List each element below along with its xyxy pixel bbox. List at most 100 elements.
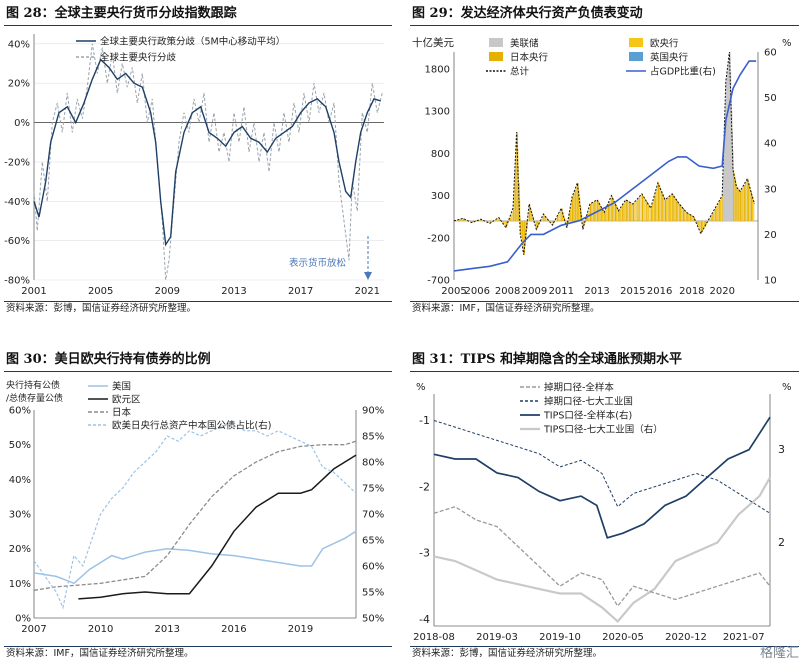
bar <box>713 210 716 221</box>
bar <box>607 204 609 221</box>
bar <box>549 220 551 222</box>
y2-tick-label: 80% <box>362 458 384 469</box>
bar <box>514 170 516 221</box>
bar <box>674 197 676 221</box>
bar <box>691 215 693 221</box>
bar <box>516 132 518 221</box>
bar <box>502 220 504 223</box>
bar <box>654 195 656 221</box>
bar <box>669 195 671 221</box>
bar <box>519 199 521 221</box>
bar <box>623 203 625 221</box>
y2-tick-label: 50 <box>764 93 777 104</box>
y2-tick-label: 90% <box>362 406 384 417</box>
bar <box>504 220 506 226</box>
series-line <box>433 505 771 608</box>
bar <box>663 197 665 221</box>
bar <box>583 220 586 226</box>
y-tick-label: 50% <box>9 440 31 451</box>
panel-title: 图 31：TIPS 和掉期隐含的全球通胀预期水平 <box>410 350 799 372</box>
panel-fig29: 图 29：发达经济体央行资产负债表变动 十亿美元% 1800 1300 800 300 -… <box>410 4 799 319</box>
bar <box>741 189 743 221</box>
bar <box>681 206 683 221</box>
bar <box>685 211 687 221</box>
legend-item-label: TIPS口径-七大工业国（右） <box>543 424 663 436</box>
bar <box>719 199 722 221</box>
x-tick-label: 2018 <box>679 286 704 297</box>
bar <box>531 212 533 221</box>
panel-source: 资料来源：IMF，国信证券经济研究所整理。 <box>410 301 799 315</box>
bar <box>693 216 695 221</box>
bar <box>464 219 466 221</box>
series-line <box>33 530 357 585</box>
bar <box>543 214 545 221</box>
x-tick-label: 2010 <box>88 624 113 635</box>
bar <box>511 211 513 221</box>
legend-item-label: 日本央行 <box>510 52 549 64</box>
x-tick-label: 2019-10 <box>539 632 581 643</box>
panel-fig30: 图 30：美日欧央行持有债券的比例 央行持有公债/总债存量公债 60% 50% 40%… <box>4 350 392 662</box>
bar <box>679 204 681 221</box>
bar <box>601 208 603 221</box>
bar <box>479 219 481 221</box>
bar <box>589 204 592 221</box>
x-tick-label: 2013 <box>221 286 246 297</box>
bar <box>588 208 590 221</box>
y2-tick-label: 40 <box>764 139 777 150</box>
y-tick-label: -700 <box>427 276 450 287</box>
bar <box>600 206 602 221</box>
bar <box>509 217 511 221</box>
y-axis-label-line2: /总债存量公债 <box>6 392 63 404</box>
bar <box>568 217 570 221</box>
bar <box>581 220 584 222</box>
panel-title: 图 30：美日欧央行持有债券的比例 <box>4 350 392 372</box>
y-tick-label: 800 <box>431 149 450 160</box>
panel-title: 图 28：全球主要央行货币分歧指数跟踪 <box>4 4 392 26</box>
bar <box>535 220 537 226</box>
series-line <box>433 416 771 539</box>
bar <box>606 206 608 221</box>
x-tick-label: 2016 <box>221 624 246 635</box>
x-tick-label: 2019 <box>288 624 313 635</box>
x-tick-label: 2019-03 <box>476 632 518 643</box>
bar <box>630 202 632 221</box>
bar <box>524 220 526 247</box>
legend-item-label: 占GDP比重(右) <box>650 66 716 78</box>
y-tick-label: 1800 <box>425 64 450 75</box>
bar <box>700 220 702 234</box>
x-tick-label: 2021-07 <box>723 632 765 643</box>
y2-tick-label: 10 <box>764 276 777 287</box>
bar <box>625 199 627 221</box>
y-tick-label: 10% <box>9 579 31 590</box>
bar <box>742 187 744 221</box>
bar <box>586 216 588 221</box>
bar <box>559 211 561 221</box>
bar <box>505 220 508 228</box>
y2-tick-label: 30 <box>764 184 777 195</box>
bar <box>747 178 749 221</box>
bar <box>495 219 497 221</box>
x-tick-label: 2016 <box>647 286 672 297</box>
x-tick-label: 2021 <box>355 286 380 297</box>
bar <box>517 166 519 221</box>
bar <box>739 190 741 221</box>
bar <box>522 220 524 248</box>
x-tick-label: 2020-05 <box>602 632 644 643</box>
bar <box>552 220 554 226</box>
bar <box>644 198 646 221</box>
bar <box>604 212 606 221</box>
legend-item-swatch <box>489 38 503 47</box>
legend-item-label: 美国 <box>112 381 131 393</box>
x-tick-label: 2013 <box>155 624 180 635</box>
bar <box>666 198 668 221</box>
legend-item-label: 欧美日央行总资产中本国公债占比(右) <box>112 420 271 432</box>
series-line <box>433 476 771 623</box>
bar <box>697 220 699 226</box>
bar <box>613 200 615 221</box>
bar <box>573 192 575 221</box>
bar <box>550 220 553 224</box>
x-tick-label: 2005 <box>88 286 113 297</box>
bar <box>546 217 548 221</box>
y-tick-label: 20% <box>8 79 30 90</box>
bar <box>565 220 567 225</box>
